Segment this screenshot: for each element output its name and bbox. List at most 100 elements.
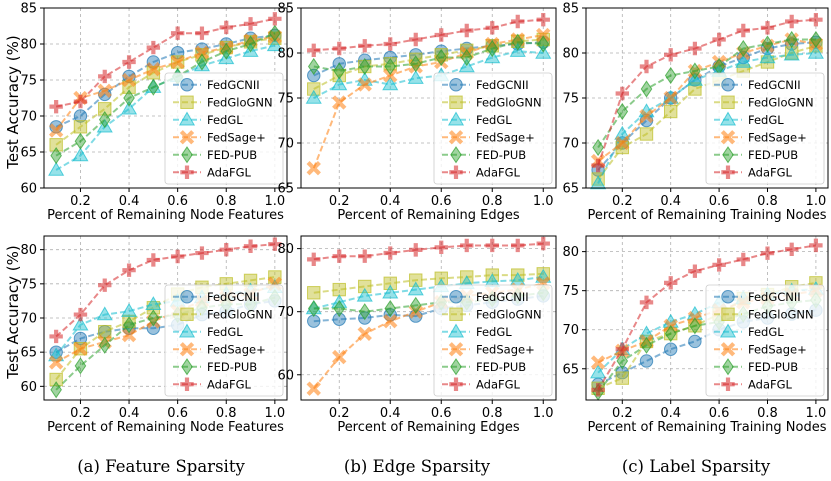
x-axis-title: Percent of Remaining Node Features xyxy=(47,208,284,223)
data-point-adafgl xyxy=(146,40,161,55)
data-point-fedgcnii xyxy=(664,342,678,356)
x-tick-label: 0.4 xyxy=(119,194,140,209)
data-point-fed-pub xyxy=(358,303,371,321)
data-point-fedgl xyxy=(305,89,322,104)
data-point-adafgl xyxy=(511,14,525,29)
data-point-fedsage xyxy=(267,29,283,44)
data-point-adafgl xyxy=(122,263,136,277)
legend-marker-fedglognn xyxy=(180,95,194,109)
data-point-adafgl xyxy=(434,28,448,42)
legend-label-adafgl: AdaFGL xyxy=(748,377,793,391)
data-point-fedgl xyxy=(120,100,138,115)
data-point-adafgl xyxy=(639,295,654,310)
legend-box xyxy=(164,72,284,185)
data-point-fedgcnii xyxy=(307,68,321,83)
data-point-fedsage xyxy=(615,135,630,151)
data-point-fedgl xyxy=(266,37,283,52)
data-point-adafgl xyxy=(460,23,474,38)
data-point-fedgl xyxy=(783,46,800,61)
legend-marker-fed-pub xyxy=(181,358,193,376)
data-point-fedsage xyxy=(434,54,449,70)
data-point-adafgl xyxy=(98,69,112,84)
data-point-fed-pub xyxy=(74,132,87,150)
x-tick-label: 1.0 xyxy=(265,406,286,421)
data-point-fedgl xyxy=(331,76,348,91)
legend-marker-adafgl xyxy=(449,165,463,179)
data-point-fedglognn xyxy=(409,273,423,287)
data-point-adafgl xyxy=(485,238,499,253)
legend-label-adafgl: AdaFGL xyxy=(207,165,252,179)
legend-marker-fedsage xyxy=(720,342,736,357)
chart-panel-label-sparsity-top: 0.2 0.4 0.6 0.8 1.0 65 70 75 80 85 Percent of Rema… xyxy=(562,2,829,223)
data-point-fedgl xyxy=(356,287,373,302)
series-line-fedgl xyxy=(55,44,276,171)
legend-label-fedsage: FedSage+ xyxy=(207,130,266,144)
y-axis-label-bottom: Test Accuracy (%) xyxy=(4,245,22,380)
series-markers-adafgl xyxy=(591,238,823,397)
data-point-adafgl xyxy=(688,41,702,56)
x-tick-label: 0.4 xyxy=(119,406,140,421)
y-tick-label: 70 xyxy=(277,305,294,320)
legend-marker-adafgl xyxy=(721,165,735,179)
x-axis-title: Percent of Remaining Training Nodes xyxy=(587,208,826,223)
data-point-fed-pub xyxy=(640,80,653,98)
y-tick-label: 80 xyxy=(277,242,294,257)
legend-label-fedsage: FedSage+ xyxy=(748,130,807,144)
legend-label-adafgl: AdaFGL xyxy=(207,377,252,391)
series-markers-adafgl xyxy=(49,12,282,114)
chart-panel-feature-sparsity-bottom: 0.2 0.4 0.6 0.8 1.0 60 65 70 75 80 Percent of Rema… xyxy=(20,235,288,435)
data-point-adafgl xyxy=(591,158,605,173)
data-point-fedsage xyxy=(306,381,321,396)
data-point-fedsage xyxy=(194,45,210,60)
series-line-fedsage xyxy=(312,34,544,169)
data-point-fed-pub xyxy=(50,381,62,399)
data-point-fedgcnii xyxy=(307,314,321,328)
data-point-fedgl xyxy=(407,70,424,84)
legend-marker-adafgl xyxy=(721,377,735,391)
legend-label-fedgl: FedGL xyxy=(748,113,784,127)
data-point-adafgl xyxy=(736,23,750,38)
data-point-fed-pub xyxy=(664,66,677,85)
legend-marker-fedgcnii xyxy=(449,78,463,92)
axes-frame xyxy=(43,7,288,189)
legend-marker-fed-pub xyxy=(722,146,734,164)
y-tick-label: 60 xyxy=(20,182,37,197)
legend-marker-fed-pub xyxy=(181,146,193,164)
caption-feature-sparsity: (a) Feature Sparsity xyxy=(77,457,245,476)
data-point-fed-pub xyxy=(592,138,604,157)
data-point-fed-pub xyxy=(810,30,822,49)
data-point-fedsage xyxy=(243,33,258,48)
data-point-adafgl xyxy=(409,243,423,257)
data-point-fedsage xyxy=(357,77,372,92)
data-point-fedsage xyxy=(306,161,321,176)
legend-marker-fedgl xyxy=(719,323,737,338)
y-tick-label: 85 xyxy=(277,2,294,17)
series-line-fed-pub xyxy=(313,41,544,73)
data-point-fedgl xyxy=(735,53,752,68)
legend-marker-fedgcnii xyxy=(721,78,735,92)
legend-label-fed-pub: FED-PUB xyxy=(207,148,257,162)
x-tick-label: 0.6 xyxy=(431,406,452,421)
chart-panel-edge-sparsity-top: 0.2 0.4 0.6 0.8 1.0 65 70 75 80 85 Percent of Rema… xyxy=(277,2,557,223)
series-line-fedgl xyxy=(313,50,544,99)
y-tick-label: 75 xyxy=(20,74,37,89)
data-point-fedsage xyxy=(332,95,347,110)
legend-label-fedgl: FedGL xyxy=(207,325,243,339)
data-point-adafgl xyxy=(664,48,678,62)
x-axis-title: Percent of Remaining Training Nodes xyxy=(587,420,826,435)
data-point-adafgl xyxy=(809,238,823,253)
data-point-fedsage xyxy=(48,123,64,138)
data-point-adafgl xyxy=(785,242,799,256)
data-point-fed-pub xyxy=(269,24,281,42)
x-tick-label: 0.6 xyxy=(167,194,188,209)
data-point-fedgl xyxy=(407,281,424,296)
data-point-fedgl xyxy=(72,316,89,331)
y-tick-label: 80 xyxy=(562,47,579,62)
legend-label-adafgl: AdaFGL xyxy=(476,165,521,179)
data-point-adafgl xyxy=(243,239,258,253)
x-axis-title: Percent of Remaining Edges xyxy=(337,208,520,223)
data-point-fed-pub xyxy=(244,35,257,53)
legend-label-fedglognn: FedGloGNN xyxy=(748,95,814,109)
data-point-fedglognn xyxy=(383,276,397,291)
data-point-fedsage xyxy=(639,334,654,349)
